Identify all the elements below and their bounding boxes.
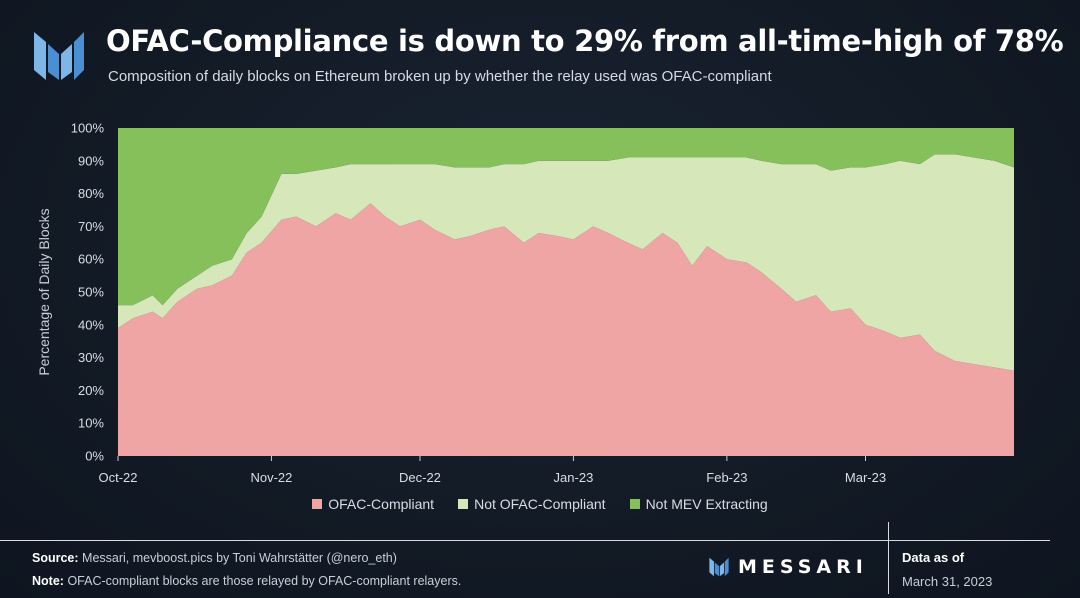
area-not-mev-extracting — [118, 128, 1014, 306]
source-text: Messari, mevboost.pics by Toni Wahrstätt… — [82, 551, 397, 565]
y-tick-label: 30% — [78, 350, 104, 365]
note-text: OFAC-compliant blocks are those relayed … — [67, 574, 462, 588]
area-ofac-compliant — [118, 203, 1014, 456]
legend-item-not-ofac: Not OFAC-Compliant — [458, 496, 606, 512]
messari-wordmark: MESSARI — [738, 556, 868, 578]
y-tick-label: 70% — [78, 219, 104, 234]
messari-brand-icon — [709, 557, 729, 577]
source-label: Source: — [32, 551, 79, 565]
x-tick-label: Nov-22 — [250, 470, 292, 485]
note-label: Note: — [32, 574, 64, 588]
y-tick-label: 20% — [78, 383, 104, 398]
chart-areas — [118, 128, 1014, 456]
y-tick-label: 60% — [78, 252, 104, 267]
y-tick-label: 80% — [78, 186, 104, 201]
y-tick-label: 10% — [78, 416, 104, 431]
y-axis-ticks: 0% 10% 20% 30% 40% 50% 60% 70% 80% 90% 100% — [71, 121, 105, 464]
messari-brand: MESSARI — [708, 556, 868, 578]
legend-label-not-ofac: Not OFAC-Compliant — [474, 496, 606, 512]
x-tick-label: Feb-23 — [706, 470, 747, 485]
messari-logo-icon — [34, 32, 84, 80]
footer-source: Source: Messari, mevboost.pics by Toni W… — [32, 551, 397, 565]
legend-label-ofac: OFAC-Compliant — [328, 496, 435, 512]
x-axis-ticks: Oct-22 Nov-22 Dec-22 Jan-23 Feb-23 Mar-23 — [98, 456, 886, 485]
y-axis-label: Percentage of Daily Blocks — [36, 208, 52, 375]
y-tick-label: 100% — [71, 121, 105, 136]
chart-subtitle: Composition of daily blocks on Ethereum … — [108, 68, 772, 85]
y-tick-label: 40% — [78, 317, 104, 332]
y-tick-label: 50% — [78, 285, 104, 300]
x-tick-label: Dec-22 — [399, 470, 441, 485]
area-not-ofac-compliant — [118, 154, 1014, 371]
chart-legend: OFAC-Compliant Not OFAC-Compliant Not ME… — [0, 496, 1080, 512]
legend-item-ofac: OFAC-Compliant — [312, 496, 434, 512]
x-tick-label: Mar-23 — [845, 470, 886, 485]
chart-title: OFAC-Compliance is down to 29% from all-… — [106, 24, 1064, 58]
legend-swatch-not-ofac — [458, 499, 469, 509]
data-as-of-label: Data as of — [902, 550, 965, 565]
footer-vertical-divider — [888, 522, 889, 594]
y-tick-label: 0% — [85, 449, 104, 464]
data-as-of-date: March 31, 2023 — [902, 574, 993, 589]
x-tick-label: Jan-23 — [554, 470, 594, 485]
legend-label-not-mev: Not MEV Extracting — [645, 496, 768, 512]
y-tick-label: 90% — [78, 153, 104, 168]
legend-swatch-ofac — [312, 499, 323, 509]
footer-note: Note: OFAC-compliant blocks are those re… — [32, 574, 461, 588]
legend-swatch-not-mev — [629, 499, 640, 509]
stacked-area-chart: 0% 10% 20% 30% 40% 50% 60% 70% 80% 90% 100% Oct-22… — [36, 121, 1014, 485]
x-tick-label: Oct-22 — [98, 470, 137, 485]
footer-divider — [0, 540, 1050, 541]
legend-item-not-mev: Not MEV Extracting — [629, 496, 768, 512]
